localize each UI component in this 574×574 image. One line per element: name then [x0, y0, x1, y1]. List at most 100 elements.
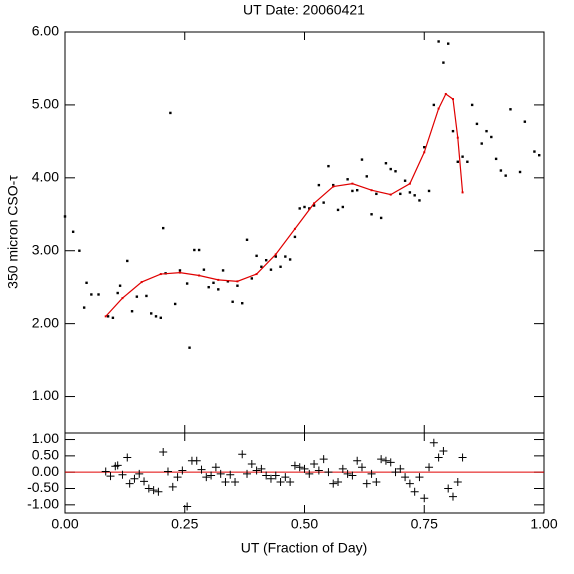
y-tick-label: 6.00 [32, 23, 59, 39]
y-tick-label: -0.50 [27, 479, 59, 495]
residual-point [300, 464, 309, 473]
x-tick-label: 0.50 [291, 516, 318, 532]
data-point [126, 259, 129, 263]
data-point [509, 108, 512, 111]
data-point [461, 155, 464, 158]
data-point [217, 288, 220, 291]
data-point [332, 183, 335, 187]
data-point [504, 174, 507, 177]
data-point [360, 158, 364, 161]
data-point [413, 194, 416, 197]
fit-point [140, 281, 143, 284]
residual-point [396, 464, 405, 473]
data-point [427, 189, 431, 193]
residual-point [401, 473, 410, 482]
data-point [456, 160, 459, 163]
fit-point [456, 136, 459, 139]
data-point [523, 120, 527, 123]
residual-point [231, 477, 240, 486]
residual-point [221, 477, 230, 486]
fit-point [159, 273, 162, 276]
fit-point [178, 271, 181, 274]
data-point [317, 183, 321, 187]
data-point [85, 281, 88, 285]
data-point [145, 294, 148, 298]
residual-point [192, 456, 201, 465]
residual-point [140, 477, 149, 486]
data-point [355, 189, 359, 192]
data-point [116, 291, 119, 295]
data-point [399, 192, 402, 196]
residual-point [444, 484, 453, 493]
y-tick-label: 3.00 [32, 241, 59, 257]
data-point [231, 300, 234, 303]
data-point [221, 269, 225, 272]
residual-point [410, 487, 419, 496]
data-point [97, 293, 100, 296]
data-point [288, 258, 292, 261]
residual-point [415, 473, 424, 482]
residual-point [183, 502, 192, 511]
residual-point [295, 463, 304, 472]
residual-point [257, 464, 266, 473]
residual-point [211, 463, 220, 472]
fit-point [451, 98, 454, 101]
data-point [365, 175, 368, 178]
residual-point [247, 460, 256, 469]
residual-point [338, 464, 347, 473]
data-point [150, 312, 153, 315]
fit-point [121, 297, 124, 300]
data-point [130, 310, 134, 313]
data-point [470, 103, 474, 107]
data-point [370, 213, 373, 216]
fit-point [198, 274, 201, 277]
data-point [418, 199, 421, 202]
data-point [538, 154, 541, 157]
residual-point [197, 465, 206, 474]
fit-line [105, 93, 464, 317]
residual-point [367, 469, 376, 478]
data-point [245, 238, 249, 241]
y-tick-label: 0.00 [32, 463, 59, 479]
fit-point [444, 92, 447, 95]
data-point [188, 346, 191, 349]
data-point [336, 208, 340, 212]
fit-point [217, 278, 220, 281]
residual-point [334, 477, 343, 486]
data-point [284, 255, 287, 258]
residual-point [281, 473, 290, 482]
data-point [394, 170, 397, 173]
y-tick-label: 2.00 [32, 314, 59, 330]
x-tick-label: 0.25 [171, 516, 198, 532]
residual-point [329, 479, 338, 488]
residual-point [343, 469, 352, 478]
chart-title: UT Date: 20060421 [243, 2, 365, 18]
data-point [389, 167, 392, 171]
data-point [255, 254, 258, 258]
residual-point [173, 473, 182, 482]
residual-point [405, 479, 414, 488]
residual-point [372, 477, 381, 486]
residual-point [310, 460, 319, 469]
fit-point [313, 202, 316, 205]
fit-point [437, 107, 440, 110]
data-point [63, 215, 67, 218]
data-point [322, 201, 325, 204]
data-point [379, 216, 383, 220]
data-point [161, 226, 165, 230]
data-point [475, 122, 479, 126]
data-point [480, 142, 483, 145]
residual-point [434, 453, 443, 462]
data-point [159, 316, 162, 320]
data-point [173, 302, 177, 306]
y-tick-label: 0.50 [32, 447, 59, 463]
residual-point [286, 477, 295, 486]
data-point [485, 129, 488, 133]
data-point [260, 265, 263, 268]
residual-point [125, 479, 134, 488]
residual-point [252, 466, 261, 475]
data-point [169, 111, 172, 115]
data-point [207, 285, 210, 289]
fit-point [332, 185, 335, 188]
data-point [327, 164, 330, 168]
